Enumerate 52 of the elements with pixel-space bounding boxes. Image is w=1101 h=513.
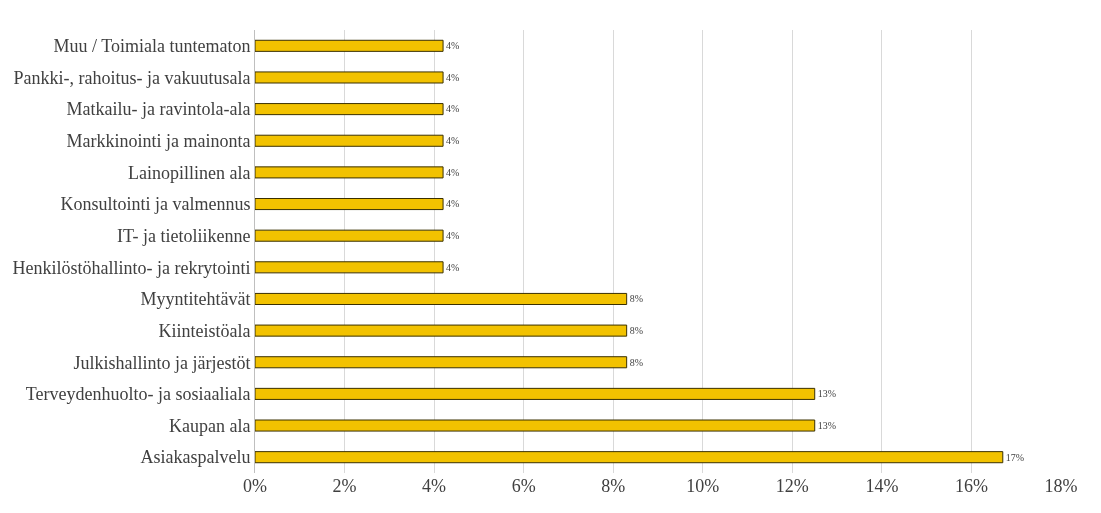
data-label: 4% (446, 198, 460, 210)
x-tick-label: 18% (1044, 476, 1078, 496)
y-tick-label: Konsultointi ja valmennus (60, 194, 251, 215)
data-label: 13% (817, 388, 836, 400)
x-tick-label: 2% (332, 476, 357, 496)
data-label: 8% (629, 356, 643, 368)
data-label: 4% (446, 261, 460, 273)
y-tick-label: Markkinointi ja mainonta (66, 131, 251, 152)
x-tick-label: 12% (775, 476, 809, 496)
bar (255, 387, 816, 400)
y-tick-label: Matkailu- ja ravintola-ala (66, 99, 251, 120)
y-tick-label: IT- ja tietoliikenne (117, 225, 251, 246)
bar (255, 39, 444, 52)
x-tick-label: 6% (511, 476, 536, 496)
bar (255, 356, 628, 369)
data-label: 4% (446, 71, 460, 83)
y-tick-label: Henkilöstöhallinto- ja rekrytointi (12, 257, 251, 278)
x-tick-label: 14% (865, 476, 899, 496)
y-tick-label: Pankki-, rahoitus- ja vakuutusala (13, 67, 251, 88)
y-tick-label: Kiinteistöala (158, 320, 251, 341)
data-label: 13% (817, 419, 836, 431)
x-tick-label: 4% (422, 476, 447, 496)
bar (255, 324, 628, 337)
y-tick-label: Kaupan ala (168, 415, 251, 436)
bar (255, 419, 816, 432)
y-tick-label: Terveydenhuolto- ja sosiaaliala (25, 384, 251, 405)
y-tick-label: Muu / Toimiala tuntematon (53, 36, 251, 57)
x-tick-label: 16% (954, 476, 988, 496)
bar (255, 229, 444, 242)
data-label: 8% (629, 293, 643, 305)
y-tick-label: Julkishallinto ja järjestöt (73, 352, 251, 373)
data-label: 4% (446, 135, 460, 147)
bar (255, 166, 444, 179)
y-tick-label: Myyntitehtävät (140, 289, 251, 310)
bar (255, 71, 444, 84)
x-tick-label: 8% (601, 476, 626, 496)
bar (255, 103, 444, 116)
bar (255, 292, 628, 305)
y-tick-label: Lainopillinen ala (127, 162, 251, 183)
bar (255, 198, 444, 211)
data-label: 8% (629, 324, 643, 336)
data-label: 4% (446, 166, 460, 178)
data-label: 4% (446, 230, 460, 241)
y-tick-label: Asiakaspalvelu (140, 447, 251, 468)
x-tick-label: 0% (243, 476, 267, 496)
data-label: 17% (1005, 451, 1025, 463)
data-label: 4% (446, 40, 460, 52)
bar (255, 261, 444, 274)
bar (255, 451, 1004, 464)
x-tick-label: 10% (686, 476, 720, 496)
bar (255, 134, 444, 147)
data-label: 4% (446, 103, 460, 115)
